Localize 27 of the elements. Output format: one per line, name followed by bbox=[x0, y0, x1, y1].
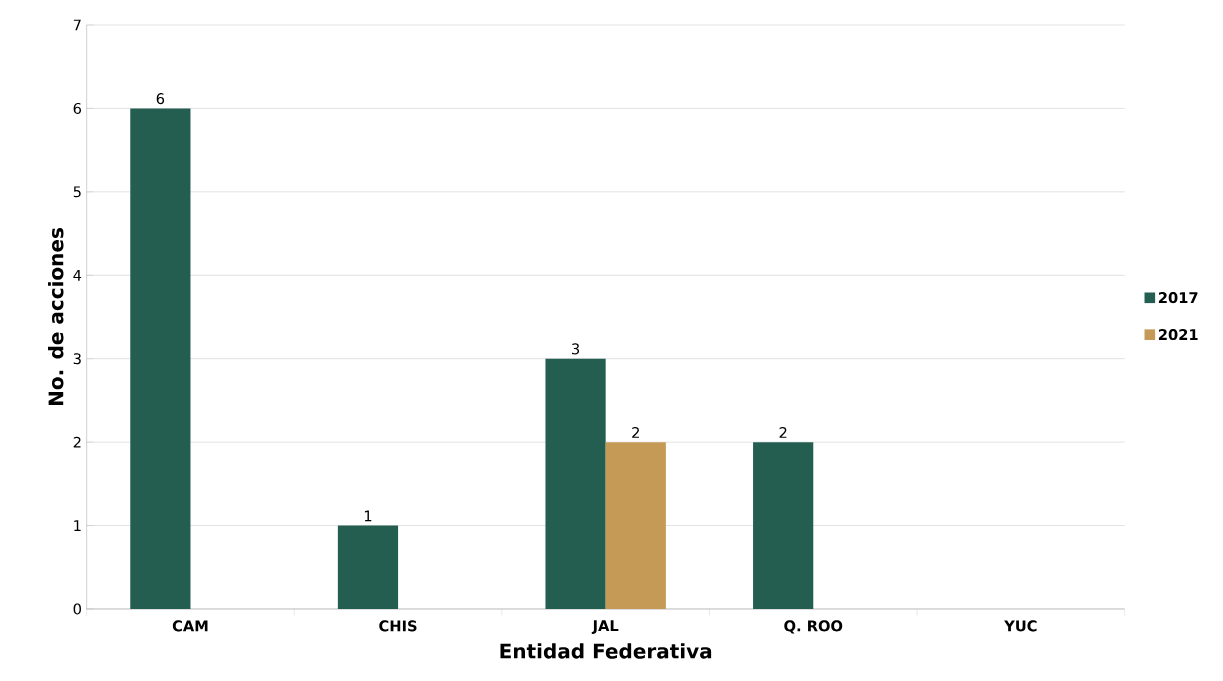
y-tick-label: 1 bbox=[74, 520, 81, 531]
data-label: 2 bbox=[632, 426, 639, 438]
legend-label: 2017 bbox=[1158, 292, 1198, 304]
x-tick-label: CHIS bbox=[379, 620, 417, 632]
data-label: 3 bbox=[572, 343, 580, 355]
data-label: 2 bbox=[779, 426, 787, 438]
y-tick-label: 5 bbox=[73, 186, 81, 198]
y-tick-label: 7 bbox=[73, 19, 81, 31]
bar bbox=[130, 108, 191, 609]
y-tick-label: 3 bbox=[73, 353, 81, 365]
x-axis-title: Entidad Federativa bbox=[500, 643, 712, 659]
x-tick-label: CAM bbox=[172, 620, 208, 632]
bar bbox=[545, 358, 606, 609]
bar bbox=[337, 525, 399, 609]
y-tick-label: 2 bbox=[73, 436, 81, 448]
bar bbox=[605, 442, 666, 609]
x-tick-label: YUC bbox=[1004, 620, 1037, 632]
y-tick-label: 6 bbox=[73, 102, 82, 114]
x-tick-label: Q. ROO bbox=[784, 620, 843, 634]
y-tick-label: 4 bbox=[73, 269, 82, 281]
y-tick-label: 0 bbox=[73, 603, 81, 615]
data-label: 1 bbox=[364, 510, 372, 522]
x-tick-label: JAL bbox=[591, 620, 619, 634]
y-axis-title: No. de acciones bbox=[48, 228, 64, 406]
legend-label: 2021 bbox=[1158, 329, 1198, 341]
data-label: 6 bbox=[156, 93, 165, 105]
bar bbox=[753, 442, 814, 609]
